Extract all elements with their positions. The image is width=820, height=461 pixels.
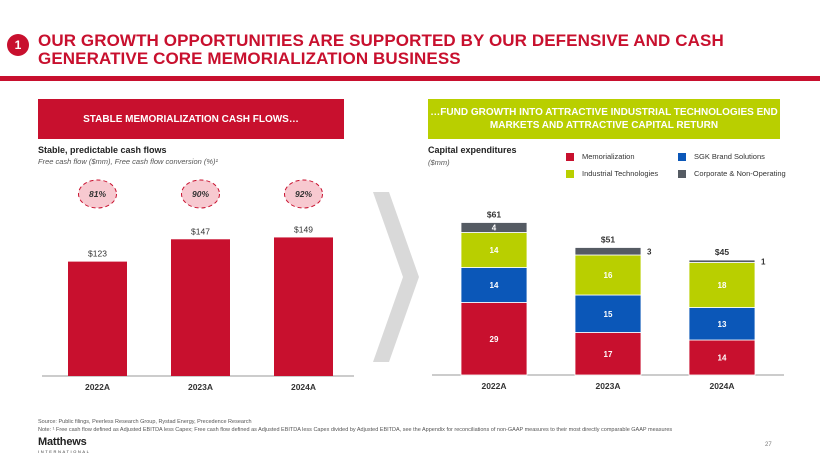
capex-chart-note: ($mm) <box>428 158 450 167</box>
capex-segment <box>688 259 756 263</box>
capex-segment <box>460 222 528 233</box>
fcf-conversion-bubble <box>284 179 323 209</box>
legend-item-corporate: Corporate & Non-Operating <box>678 169 786 178</box>
right-banner-text: …FUND GROWTH INTO ATTRACTIVE INDUSTRIAL … <box>430 107 778 131</box>
capex-segment <box>688 339 756 376</box>
fcf-value-label: $123 <box>88 249 107 259</box>
fcf-conversion-label: 90% <box>192 189 209 199</box>
fcf-conversion-bubble <box>78 179 117 209</box>
capex-segment <box>460 267 528 303</box>
logo-wordmark: Matthews <box>38 436 87 448</box>
capex-segment <box>460 232 528 268</box>
capex-total-label: $45 <box>715 247 729 257</box>
capex-segment <box>688 262 756 308</box>
left-banner-text: STABLE MEMORIALIZATION CASH FLOWS… <box>83 113 299 125</box>
section-number-badge: 1 <box>7 34 29 56</box>
capex-segment <box>574 294 642 333</box>
fcf-category-label: 2022A <box>85 382 110 392</box>
right-banner: …FUND GROWTH INTO ATTRACTIVE INDUSTRIAL … <box>428 99 780 139</box>
legend-label-sgk: SGK Brand Solutions <box>694 152 765 161</box>
fcf-conversion-bubble <box>181 179 220 209</box>
capex-total-label: $61 <box>487 210 501 220</box>
capex-segment <box>574 332 642 376</box>
fcf-bar <box>171 239 230 376</box>
fcf-category-label: 2023A <box>188 382 213 392</box>
company-logo: Matthews INTERNATIONAL <box>38 436 91 454</box>
capex-segment-label: 15 <box>604 310 613 319</box>
legend-swatch-sgk <box>678 152 686 161</box>
capex-segment-label: 4 <box>492 224 497 233</box>
legend-swatch-corporate <box>678 169 686 178</box>
slide-title: OUR GROWTH OPPORTUNITIES ARE SUPPORTED B… <box>38 31 724 68</box>
legend-item-industrial: Industrial Technologies <box>566 169 658 178</box>
page-number: 27 <box>765 442 772 448</box>
capex-segment-label: 13 <box>718 320 727 329</box>
capex-segment-label: 1 <box>761 257 766 266</box>
legend-label-corporate: Corporate & Non-Operating <box>694 169 786 178</box>
title-divider <box>0 76 820 81</box>
fcf-bar <box>274 237 333 376</box>
fcf-bar <box>68 261 127 376</box>
fcf-conversion-label: 92% <box>295 189 312 199</box>
logo-subtitle: INTERNATIONAL <box>38 449 91 454</box>
capex-stacked-bar-chart: 29 14 14 4 $61 2022A 17 15 16 3 $51 2023A 14 13 18 1 $45… <box>432 210 784 391</box>
fcf-chart-subtitle: Stable, predictable cash flows <box>38 145 167 155</box>
capex-segment-label: 29 <box>490 335 499 344</box>
capex-segment <box>574 254 642 296</box>
capex-segment <box>574 247 642 256</box>
fcf-value-label: $149 <box>294 224 313 234</box>
legend-item-memorialization: Memorialization <box>566 152 635 161</box>
capex-category-label: 2022A <box>481 381 506 391</box>
fcf-bar-chart: $123 2022A 81% $147 2023A 90% $149 2024A 92% <box>42 179 354 392</box>
capex-segment-label: 3 <box>647 247 652 256</box>
legend-swatch-memorialization <box>566 152 574 161</box>
capex-category-label: 2024A <box>709 381 734 391</box>
legend-label-industrial: Industrial Technologies <box>582 169 659 178</box>
capex-segment-label: 18 <box>718 281 727 290</box>
fcf-conversion-label: 81% <box>89 189 106 199</box>
capex-chart-subtitle: Capital expenditures <box>428 145 517 155</box>
capex-total-label: $51 <box>601 235 615 245</box>
capex-segment-label: 17 <box>604 350 613 359</box>
legend-swatch-industrial <box>566 169 574 178</box>
capex-category-label: 2023A <box>595 381 620 391</box>
capex-segment-label: 14 <box>490 281 499 290</box>
legend-item-sgk: SGK Brand Solutions <box>678 152 765 161</box>
chevron-right-icon <box>373 192 419 362</box>
fcf-category-label: 2024A <box>291 382 316 392</box>
fcf-chart-note: Free cash flow ($mm), Free cash flow con… <box>38 157 219 166</box>
note-footnote: Note: ¹ Free cash flow defined as Adjust… <box>38 427 673 433</box>
legend-label-memorialization: Memorialization <box>582 152 635 161</box>
fcf-value-label: $147 <box>191 226 210 236</box>
left-banner: STABLE MEMORIALIZATION CASH FLOWS… <box>38 99 344 139</box>
source-footnote: Source: Public filings, Peerless Researc… <box>38 419 252 425</box>
capex-segment-label: 14 <box>718 354 727 363</box>
capex-segment-label: 14 <box>490 246 499 255</box>
capex-segment-label: 16 <box>604 271 613 280</box>
